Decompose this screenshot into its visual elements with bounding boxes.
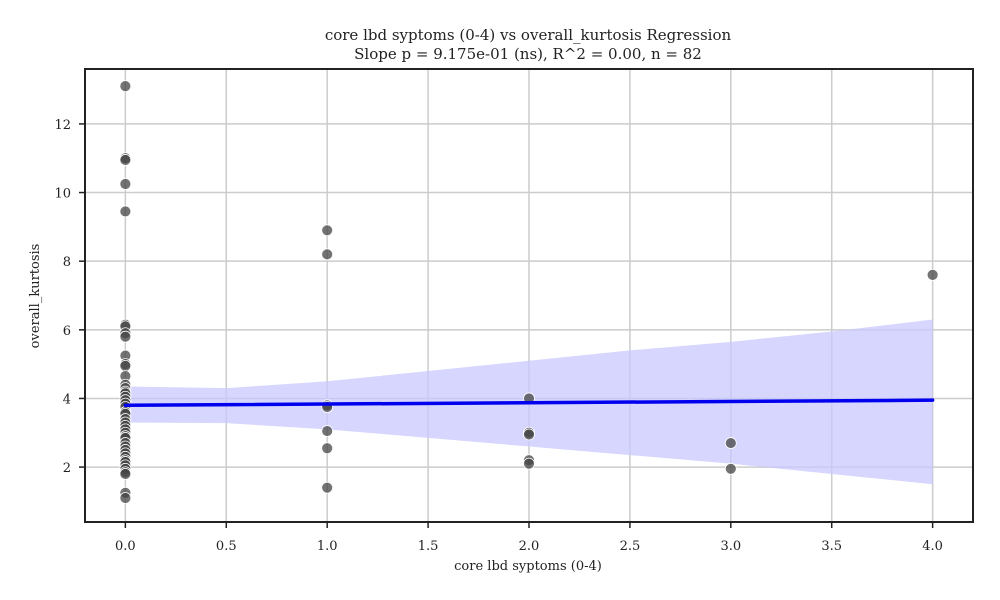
x-tick-label: 2.0: [519, 539, 540, 554]
data-point: [119, 359, 132, 372]
chart-title: core lbd syptoms (0-4) vs overall_kurtos…: [325, 26, 732, 44]
y-tick-label: 8: [63, 255, 71, 270]
data-point: [321, 224, 334, 237]
y-tick-label: 2: [63, 461, 71, 476]
y-axis-label: overall_kurtosis: [28, 244, 43, 349]
data-point: [119, 492, 132, 504]
y-tick-label: 4: [63, 392, 71, 407]
data-point: [321, 425, 334, 437]
data-point: [119, 468, 132, 480]
x-tick-label: 4.0: [922, 539, 943, 554]
y-tick-label: 10: [54, 187, 71, 202]
data-point: [926, 269, 939, 281]
data-point: [119, 80, 132, 93]
chart-subtitle: Slope p = 9.175e-01 (ns), R^2 = 0.00, n …: [354, 45, 702, 63]
data-point: [119, 330, 132, 343]
x-axis-ticks: 0.0 0.5 1.0 1.5 2.0 2.5 3.0 3.5 4.0: [115, 522, 943, 554]
data-point: [321, 442, 334, 455]
y-axis-ticks: 2 4 6 8 10 12: [54, 118, 85, 476]
x-tick-label: 1.5: [418, 539, 439, 554]
data-point: [119, 154, 132, 166]
x-tick-label: 3.0: [720, 539, 741, 554]
data-point: [119, 205, 132, 218]
y-tick-label: 6: [63, 324, 71, 339]
data-point: [119, 178, 132, 190]
data-point: [321, 481, 334, 494]
x-tick-label: 0.5: [216, 539, 237, 554]
data-point: [523, 457, 535, 470]
regression-line-layer: [123, 398, 935, 408]
x-tick-label: 1.0: [317, 539, 338, 554]
x-axis-label: core lbd syptoms (0-4): [454, 559, 602, 574]
y-tick-label: 12: [54, 118, 71, 133]
x-tick-label: 0.0: [115, 539, 136, 554]
data-point: [724, 437, 737, 449]
data-point: [321, 248, 334, 261]
data-point: [523, 428, 535, 441]
regression-line: [123, 398, 935, 408]
x-tick-label: 2.5: [620, 539, 641, 554]
data-point: [724, 462, 737, 475]
x-tick-label: 3.5: [821, 539, 842, 554]
